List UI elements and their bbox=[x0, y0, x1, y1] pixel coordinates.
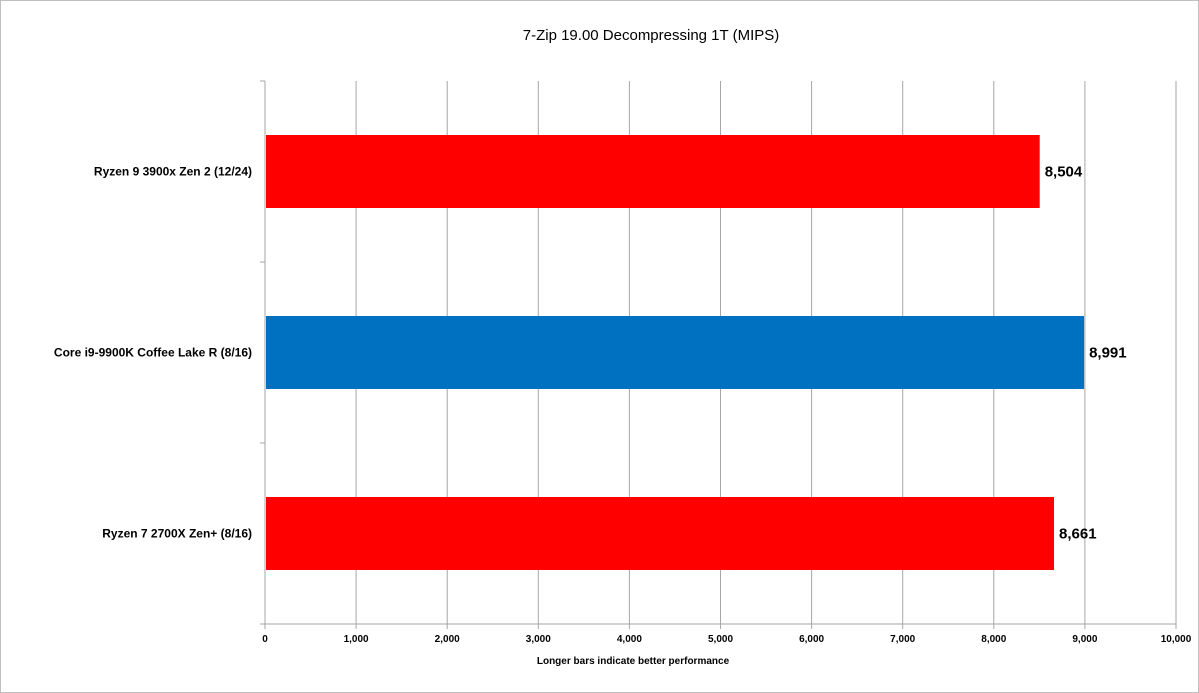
bar bbox=[266, 316, 1085, 389]
x-tick-label: 0 bbox=[262, 634, 268, 645]
category-label: Ryzen 7 2700X Zen+ (8/16) bbox=[102, 527, 252, 541]
x-tick-label: 4,000 bbox=[617, 634, 642, 645]
x-tick-label: 9,000 bbox=[1072, 634, 1097, 645]
x-tick-label: 1,000 bbox=[344, 634, 369, 645]
axes bbox=[260, 80, 1177, 629]
x-tick-label: 6,000 bbox=[799, 634, 824, 645]
x-tick-label: 5,000 bbox=[708, 634, 733, 645]
data-label: 8,991 bbox=[1089, 345, 1127, 362]
x-axis-label: Longer bars indicate better performance bbox=[537, 656, 730, 667]
x-tick-label: 7,000 bbox=[890, 634, 915, 645]
x-tick-label: 3,000 bbox=[526, 634, 551, 645]
labels: 0 1,000 2,000 3,000 4,000 5,000 6,000 7,000 8,00… bbox=[54, 164, 1192, 646]
data-label: 8,661 bbox=[1059, 526, 1097, 543]
category-label: Ryzen 9 3900x Zen 2 (12/24) bbox=[94, 165, 252, 179]
x-tick-label: 8,000 bbox=[981, 634, 1006, 645]
x-tick-label: 2,000 bbox=[435, 634, 460, 645]
x-tick-label: 10,000 bbox=[1161, 634, 1192, 645]
data-label: 8,504 bbox=[1045, 164, 1083, 181]
bars bbox=[266, 135, 1085, 570]
bar bbox=[266, 497, 1055, 570]
category-label: Core i9-9900K Coffee Lake R (8/16) bbox=[54, 346, 252, 360]
chart-title: 7-Zip 19.00 Decompressing 1T (MIPS) bbox=[523, 27, 780, 44]
bar bbox=[266, 135, 1040, 208]
